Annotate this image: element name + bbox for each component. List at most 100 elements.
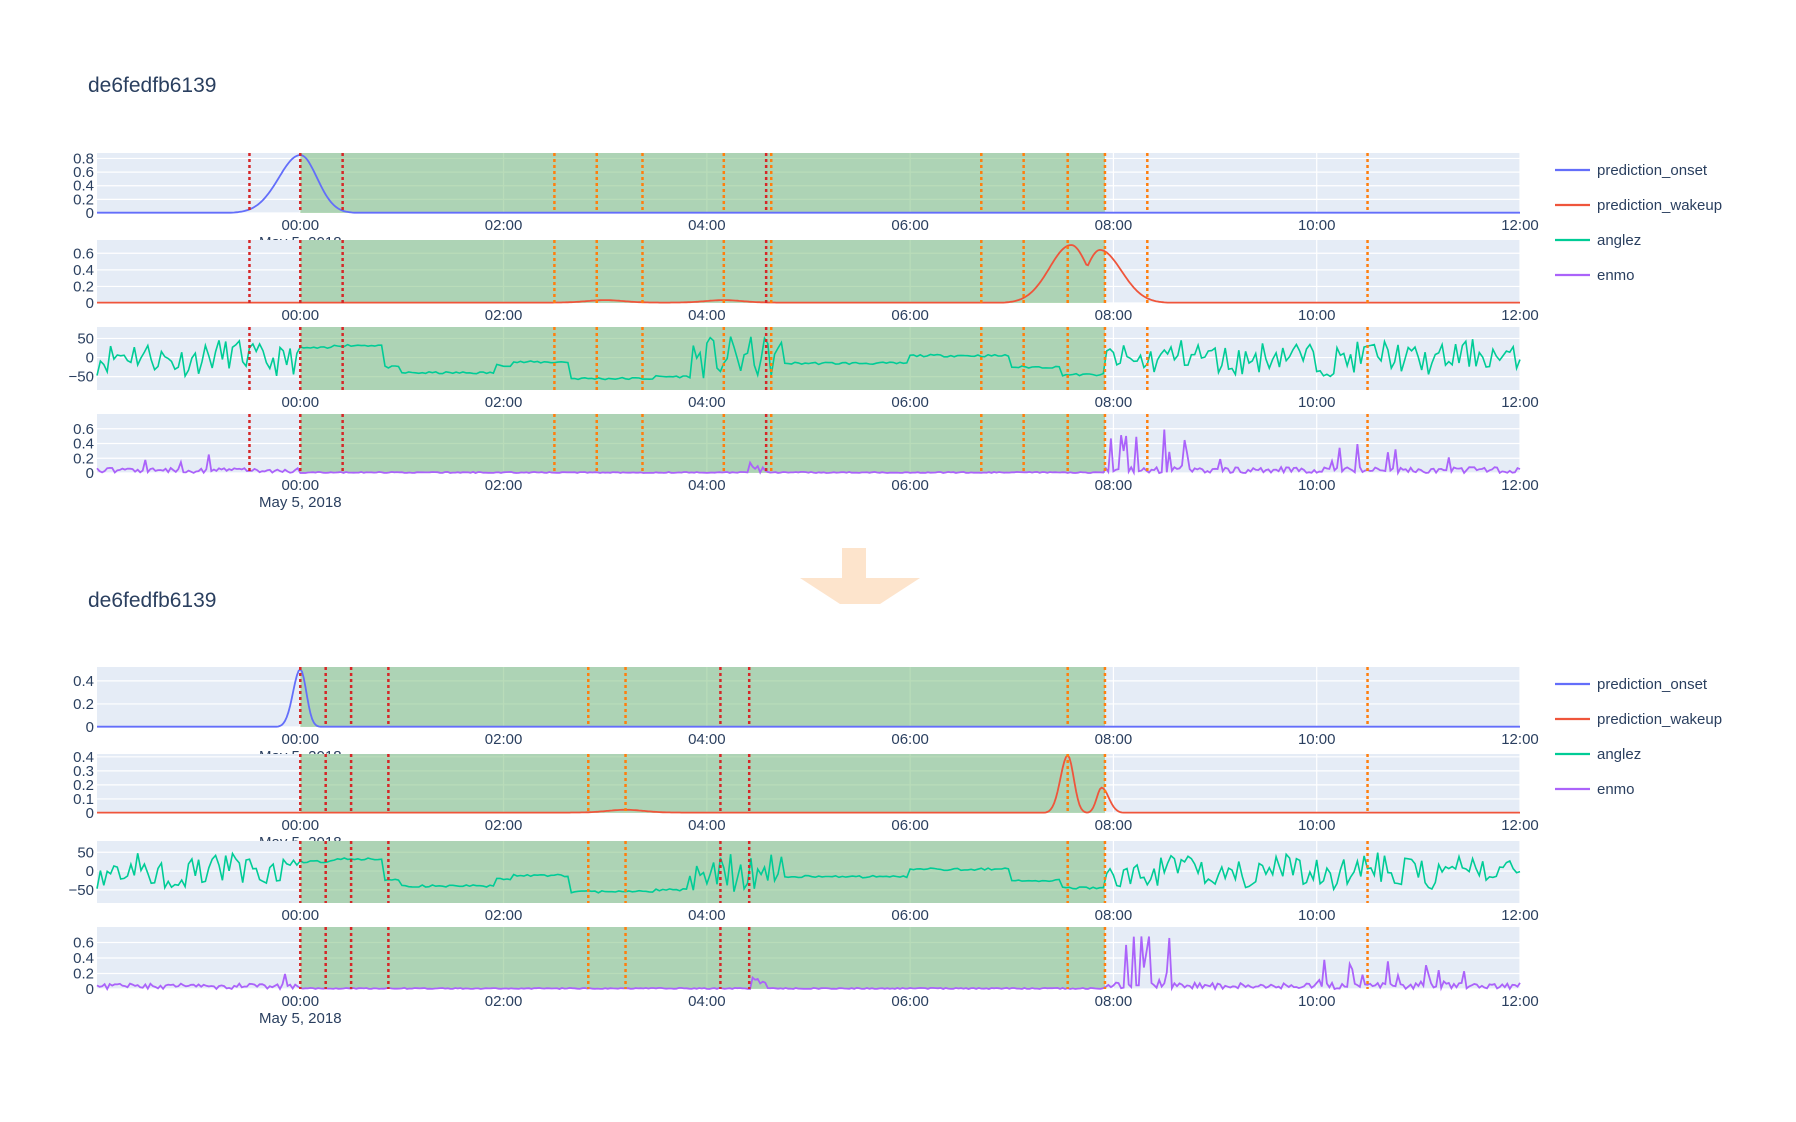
x-tick-label: 00:00: [282, 394, 320, 411]
y-tick-label: 0.1: [73, 791, 94, 808]
sleep-band: [300, 927, 1105, 989]
panel-prediction_onset: 0.80.60.40.20 00:00 02:00 04:00 06:00 08:00 10…: [73, 150, 1539, 251]
x-tick-label: 04:00: [688, 817, 726, 834]
x-tick-label: 12:00: [1501, 731, 1539, 748]
x-tick-label: 06:00: [891, 907, 929, 924]
y-tick-label: 0.8: [73, 150, 94, 167]
y-tick-label: −50: [69, 369, 94, 386]
y-tick-label: 50: [77, 330, 94, 347]
sleep-band: [300, 414, 1105, 473]
x-tick-label: 10:00: [1298, 907, 1336, 924]
x-tick-label: 10:00: [1298, 817, 1336, 834]
x-tick-label: 06:00: [891, 477, 929, 494]
x-tick-label: 10:00: [1298, 477, 1336, 494]
x-tick-label: 00:00: [282, 993, 320, 1010]
legend-item-enmo[interactable]: enmo: [1555, 781, 1635, 798]
x-tick-label: 04:00: [688, 307, 726, 324]
legend-label: enmo: [1597, 781, 1635, 798]
legend-label: prediction_wakeup: [1597, 711, 1722, 728]
x-tick-label: 02:00: [485, 217, 523, 234]
sleep-band: [300, 240, 1105, 303]
y-tick-label: 0.2: [73, 777, 94, 794]
legend-item-prediction_onset[interactable]: prediction_onset: [1555, 162, 1708, 179]
y-tick-label: 0.6: [73, 245, 94, 262]
panel-prediction_onset: 0.4 0.2 0 00:00 02:00 04:00 06:00 08:00 10:00 12:…: [73, 667, 1539, 765]
legend-item-enmo[interactable]: enmo: [1555, 267, 1635, 284]
x-date-label: May 5, 2018: [259, 494, 342, 511]
x-tick-label: 12:00: [1501, 394, 1539, 411]
series-line-enmo: [96, 429, 1521, 476]
x-tick-label: 12:00: [1501, 307, 1539, 324]
y-tick-label: 0.6: [73, 164, 94, 181]
panel-prediction_wakeup: 0.60.40.20 00:00 02:00 04:00 06:00 08:00 10:00…: [73, 240, 1539, 341]
panel-anglez: 50 0 −50 00:00 02:00 04:00 06:00 08:00 10:00 12:0…: [69, 841, 1539, 941]
x-tick-label: 08:00: [1095, 993, 1133, 1010]
legend-label: enmo: [1597, 267, 1635, 284]
panel-enmo: 0.60.40.20 00:00 02:00 04:00 06:00 08:00 10:00…: [73, 927, 1539, 1027]
y-tick-label: 0: [86, 465, 94, 482]
x-tick-label: 04:00: [688, 477, 726, 494]
sleep-band: [300, 153, 1105, 213]
x-tick-label: 04:00: [688, 993, 726, 1010]
x-tick-label: 12:00: [1501, 217, 1539, 234]
x-tick-label: 10:00: [1298, 731, 1336, 748]
x-tick-label: 10:00: [1298, 394, 1336, 411]
x-tick-label: 02:00: [485, 394, 523, 411]
x-tick-label: 06:00: [891, 307, 929, 324]
legend-item-anglez[interactable]: anglez: [1555, 232, 1641, 249]
x-tick-label: 02:00: [485, 307, 523, 324]
x-tick-label: 04:00: [688, 217, 726, 234]
x-tick-label: 02:00: [485, 907, 523, 924]
x-tick-label: 08:00: [1095, 817, 1133, 834]
legend-item-prediction_onset[interactable]: prediction_onset: [1555, 676, 1708, 693]
y-tick-label: 0: [86, 719, 94, 736]
y-tick-label: 0.3: [73, 763, 94, 780]
x-tick-label: 06:00: [891, 731, 929, 748]
legend-label: anglez: [1597, 746, 1641, 763]
series-line-prediction_onset: [97, 154, 1520, 214]
y-tick-label: 0: [86, 205, 94, 222]
legend-label: prediction_onset: [1597, 676, 1708, 693]
y-tick-label: 50: [77, 844, 94, 861]
y-tick-label: 0: [86, 981, 94, 998]
series-line-anglez: [96, 851, 1521, 894]
x-date-label: May 5, 2018: [259, 1010, 342, 1027]
x-tick-label: 04:00: [688, 394, 726, 411]
x-tick-label: 00:00: [282, 817, 320, 834]
chart-title: de6fedfb6139: [88, 74, 216, 97]
sleep-band: [300, 754, 1105, 813]
y-tick-label: 0: [86, 863, 94, 880]
x-tick-label: 06:00: [891, 394, 929, 411]
y-tick-label: −50: [69, 882, 94, 899]
legend-item-prediction_wakeup[interactable]: prediction_wakeup: [1555, 711, 1722, 728]
x-tick-label: 08:00: [1095, 731, 1133, 748]
y-tick-label: 0.2: [73, 450, 94, 467]
x-tick-label: 10:00: [1298, 993, 1336, 1010]
x-tick-label: 12:00: [1501, 993, 1539, 1010]
legend-label: anglez: [1597, 232, 1641, 249]
y-tick-label: 0: [86, 350, 94, 367]
x-tick-label: 08:00: [1095, 217, 1133, 234]
y-tick-label: 0.2: [73, 191, 94, 208]
legend-item-anglez[interactable]: anglez: [1555, 746, 1641, 763]
series-line-anglez: [96, 335, 1521, 381]
x-tick-label: 06:00: [891, 217, 929, 234]
x-tick-label: 10:00: [1298, 307, 1336, 324]
sleep-band: [300, 841, 1105, 903]
x-tick-label: 00:00: [282, 907, 320, 924]
y-tick-label: 0.2: [73, 278, 94, 295]
legend-item-prediction_wakeup[interactable]: prediction_wakeup: [1555, 197, 1722, 214]
y-tick-label: 0.4: [73, 262, 94, 279]
panel-enmo: 0.60.40.20 00:00 02:00 04:00 06:00 08:00 10:00…: [73, 414, 1539, 511]
series-line-enmo: [96, 936, 1521, 992]
y-tick-label: 0.4: [73, 950, 94, 967]
y-tick-label: 0.4: [73, 436, 94, 453]
panel-anglez: 50 0 −50 00:00 02:00 04:00 06:00 08:00 10:00 12:0…: [69, 327, 1539, 428]
x-tick-label: 00:00: [282, 217, 320, 234]
x-tick-label: 12:00: [1501, 477, 1539, 494]
legend-label: prediction_onset: [1597, 162, 1708, 179]
sleep-band: [300, 327, 1105, 390]
y-tick-label: 0.4: [73, 178, 94, 195]
